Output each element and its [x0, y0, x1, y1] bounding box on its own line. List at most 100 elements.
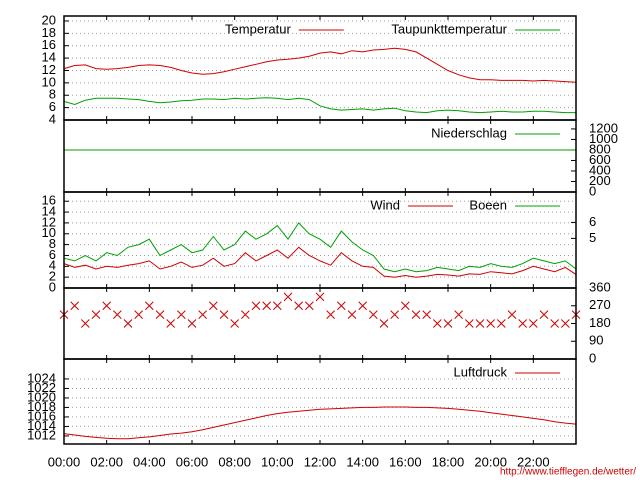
x-tick-label: 20:00	[474, 454, 507, 469]
series-line	[63, 246, 577, 278]
point	[102, 301, 112, 311]
legend-label: Temperatur	[225, 21, 291, 36]
point	[496, 319, 506, 328]
point	[390, 310, 400, 319]
point	[198, 310, 208, 319]
y2-tick-label: 400	[589, 162, 611, 177]
x-tick-label: 14:00	[346, 454, 379, 469]
y2-tick-label: 90	[589, 333, 603, 348]
point	[560, 319, 570, 328]
x-tick-label: 00:00	[48, 454, 81, 469]
point	[294, 301, 304, 311]
y-tick-label: 1022	[27, 380, 56, 395]
y2-tick-label: 270	[589, 297, 611, 312]
point	[70, 301, 80, 311]
y-tick-label: 12	[42, 62, 56, 77]
point	[315, 292, 325, 302]
panel-frame	[63, 287, 577, 360]
point	[326, 310, 336, 319]
point	[166, 319, 176, 328]
y-tick-label: 8	[49, 236, 56, 251]
series-line	[63, 222, 577, 273]
point	[155, 310, 165, 319]
y2-tick-label: 5	[589, 230, 596, 245]
point	[411, 310, 421, 319]
y-tick-label: 20	[42, 12, 56, 27]
legend-label: Luftdruck	[454, 364, 508, 379]
y-tick-label: 1012	[27, 427, 56, 442]
point	[91, 310, 101, 319]
point	[336, 301, 346, 311]
point	[304, 301, 314, 311]
y-tick-label: 14	[42, 50, 56, 65]
point	[486, 319, 496, 328]
y2-tick-label: 0	[589, 183, 596, 198]
point	[507, 310, 517, 319]
y-tick-label: 16	[42, 193, 56, 208]
x-tick-label: 18:00	[432, 454, 465, 469]
y2-tick-label: 1000	[589, 131, 618, 146]
legend-label: Taupunkttemperatur	[391, 21, 507, 36]
y-tick-label: 18	[42, 25, 56, 40]
y-tick-label: 1014	[27, 418, 56, 433]
series-line	[63, 47, 577, 83]
y-tick-label: 6	[49, 99, 56, 114]
x-tick-label: 10:00	[261, 454, 294, 469]
source-url: http://www.tiefflegen.de/wetter/	[500, 467, 636, 478]
point	[422, 310, 432, 319]
x-tick-label: 02:00	[90, 454, 123, 469]
y-tick-label: 16	[42, 37, 56, 52]
point	[464, 319, 474, 328]
x-tick-label: 12:00	[304, 454, 337, 469]
point	[123, 319, 133, 328]
y-tick-label: 1024	[27, 370, 56, 385]
x-tick-label: 04:00	[133, 454, 166, 469]
y2-tick-label: 360	[589, 279, 611, 294]
point	[230, 319, 240, 328]
point	[134, 310, 144, 319]
series-line	[63, 97, 576, 114]
y-tick-label: 4	[49, 111, 56, 126]
y2-tick-label: 200	[589, 173, 611, 188]
y-tick-label: 10	[42, 225, 56, 240]
point	[358, 301, 368, 311]
point	[443, 319, 453, 328]
point	[550, 319, 560, 328]
legend-label: Niederschlag	[431, 125, 507, 140]
point	[240, 310, 250, 319]
x-tick-label: 08:00	[218, 454, 251, 469]
y2-tick-label: 600	[589, 152, 611, 167]
point	[112, 310, 122, 319]
point	[539, 310, 549, 319]
point	[144, 301, 154, 311]
point	[432, 319, 442, 328]
y-tick-label: 1018	[27, 399, 56, 414]
point	[176, 310, 186, 319]
point	[347, 310, 357, 319]
panel-frame	[63, 358, 577, 445]
y2-tick-label: 0	[589, 350, 596, 365]
point	[80, 319, 90, 328]
y-tick-label: 1016	[27, 408, 56, 423]
y-tick-label: 4	[49, 258, 56, 273]
x-tick-label: 22:00	[517, 454, 550, 469]
y-tick-label: 0	[49, 279, 56, 294]
point	[187, 319, 197, 328]
point	[475, 319, 485, 328]
point	[528, 319, 538, 328]
point	[283, 292, 293, 302]
point	[272, 301, 282, 311]
point	[379, 319, 389, 328]
point	[518, 319, 528, 328]
legend-label: Wind	[370, 197, 400, 212]
y-tick-label: 14	[42, 204, 56, 219]
point	[262, 301, 272, 311]
point	[400, 301, 410, 311]
point	[208, 301, 218, 311]
point	[251, 301, 261, 311]
y-tick-label: 8	[49, 87, 56, 102]
y2-tick-label: 1200	[589, 120, 618, 135]
y-tick-label: 6	[49, 247, 56, 262]
y-tick-label: 10	[42, 74, 56, 89]
